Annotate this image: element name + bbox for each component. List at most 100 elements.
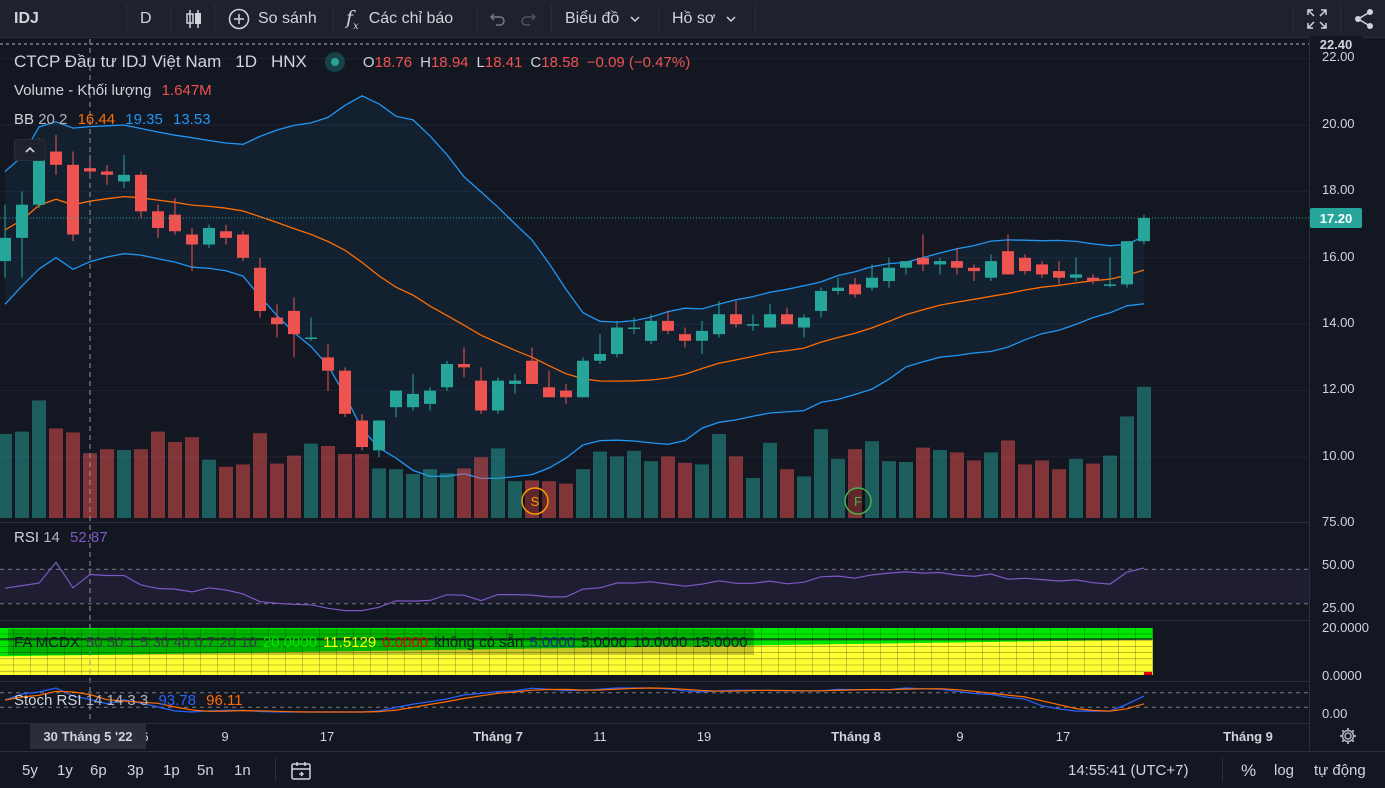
mcdx-hotmoney-bar — [319, 651, 337, 675]
mcdx-hotmoney-bar — [795, 644, 813, 675]
chart-layout-menu[interactable]: Biểu đồ — [565, 0, 641, 38]
volume-legend[interactable]: Volume - Khối lượng 1.647M — [14, 82, 212, 99]
fullscreen-button[interactable] — [1306, 0, 1328, 38]
candle-body — [968, 267, 980, 272]
time-scale[interactable]: 6 9 17 Tháng 7 11 19 Tháng 8 9 17 Tháng … — [0, 723, 1309, 751]
pane-divider[interactable] — [0, 681, 1385, 682]
mcdx-hotmoney-bar — [353, 651, 371, 675]
volume-bar — [916, 447, 930, 518]
fa-params: 50 50 1.5 30 40 0.7 20 10 — [85, 633, 257, 651]
time-axis-label: 9 — [956, 729, 964, 744]
ohlc-high-label: H — [420, 53, 431, 71]
mcdx-hotmoney-bar — [727, 645, 745, 675]
candle-body — [577, 360, 589, 398]
candle-body — [339, 370, 351, 414]
toolbar-divider — [658, 4, 659, 34]
toolbar-divider — [126, 4, 127, 34]
range-1p-button[interactable]: 1p — [163, 762, 180, 779]
pane-divider[interactable] — [0, 522, 1385, 523]
candlestick-icon — [186, 10, 201, 28]
fa-name: FA MCDX — [14, 633, 80, 651]
symbol-search-button[interactable]: IDJ — [14, 10, 39, 27]
go-to-date-button[interactable] — [290, 752, 312, 788]
main-series-legend[interactable]: CTCP Đầu tư IDJ Việt Nam 1D HNX O 18.76 … — [14, 52, 690, 72]
mcdx-hotmoney-bar — [710, 645, 728, 675]
legend-interval: 1D — [235, 52, 257, 71]
mcdx-hotmoney-bar — [1135, 639, 1153, 675]
price-change: −0.09 (−0.47%) — [586, 53, 691, 71]
pane-divider[interactable] — [0, 620, 1385, 621]
range-6p-button[interactable]: 6p — [90, 762, 107, 779]
mcdx-hotmoney-bar — [149, 653, 167, 675]
volume-bar — [729, 456, 743, 518]
mcdx-hotmoney-bar — [693, 646, 711, 675]
candle-body — [798, 317, 810, 328]
chart-style-button[interactable] — [184, 0, 204, 38]
indicators-button[interactable]: fx Các chỉ báo — [346, 0, 453, 38]
mcdx-hotmoney-bar — [1033, 641, 1051, 675]
volume-bar — [287, 455, 301, 518]
range-3p-button[interactable]: 3p — [127, 762, 144, 779]
timezone-button[interactable]: 14:55:41 (UTC+7) — [1068, 762, 1189, 779]
range-1y-button[interactable]: 1y — [57, 762, 73, 779]
chart-settings-button[interactable] — [1336, 724, 1360, 748]
time-axis-label: 11 — [593, 729, 607, 744]
stoch-name: Stoch RSI — [14, 692, 82, 709]
mcdx-hotmoney-bar — [438, 649, 456, 675]
volume-bar — [1052, 469, 1066, 518]
volume-bar — [661, 456, 675, 518]
rsi-value: 52.87 — [70, 529, 108, 546]
collapse-legend-button[interactable] — [14, 139, 46, 161]
candle-body — [169, 214, 181, 232]
volume-bar — [933, 450, 947, 518]
ohlc-close-label: C — [530, 53, 542, 71]
mcdx-hotmoney-bar — [948, 642, 966, 675]
volume-bar — [950, 452, 964, 518]
bollinger-legend[interactable]: BB 20 2 16.44 19.35 13.53 — [14, 111, 211, 128]
volume-bar — [899, 462, 913, 518]
stoch-rsi-legend[interactable]: Stoch RSI 14 14 3 3 93.78 96.11 — [14, 692, 243, 709]
interval-button[interactable]: D — [140, 10, 152, 27]
volume-bar — [219, 466, 233, 518]
share-button[interactable] — [1353, 0, 1375, 38]
profile-menu[interactable]: Hồ sơ — [672, 0, 737, 38]
volume-bar — [559, 483, 573, 518]
percent-scale-toggle[interactable]: % — [1241, 760, 1257, 780]
volume-bar — [780, 469, 794, 518]
candle-body — [594, 354, 606, 361]
mcdx-hotmoney-bar — [1118, 639, 1136, 675]
range-5y-button[interactable]: 5y — [22, 762, 38, 779]
fa-mcdx-legend[interactable]: FA MCDX 50 50 1.5 30 40 0.7 20 10 20.000… — [8, 629, 754, 655]
mcdx-hotmoney-bar — [98, 654, 116, 675]
redo-button[interactable] — [519, 0, 539, 38]
candle-body — [611, 327, 623, 355]
auto-scale-toggle[interactable]: tự động — [1314, 762, 1366, 779]
rsi-legend[interactable]: RSI 14 52.87 — [14, 529, 108, 546]
volume-bar — [1120, 416, 1134, 518]
candle-body — [679, 334, 691, 341]
volume-bar — [321, 446, 335, 518]
volume-bar — [66, 432, 80, 518]
price-scale[interactable]: 22.00 20.00 18.00 16.00 14.00 12.00 10.0… — [1309, 39, 1385, 751]
indicators-label: Các chỉ báo — [368, 10, 454, 27]
candle-body — [781, 314, 793, 325]
price-axis-label: 18.00 — [1322, 182, 1355, 197]
volume-bar — [236, 464, 250, 518]
log-scale-toggle[interactable]: log — [1274, 762, 1295, 779]
compare-button[interactable]: So sánh — [228, 0, 317, 38]
mcdx-hotmoney-bar — [829, 644, 847, 675]
bb-name: BB — [14, 111, 35, 128]
fa-value-2: 11.5129 — [323, 633, 377, 651]
range-1n-button[interactable]: 1n — [234, 762, 251, 779]
volume-bar — [797, 476, 811, 518]
volume-bar — [1018, 464, 1032, 518]
undo-button[interactable] — [487, 0, 507, 38]
range-5n-button[interactable]: 5n — [197, 762, 214, 779]
candle-body — [135, 174, 147, 212]
candle-body — [951, 261, 963, 268]
volume-bar — [457, 468, 471, 518]
volume-bar — [100, 449, 114, 518]
rsi-band-fill — [0, 569, 1309, 604]
toolbar-divider — [170, 4, 171, 34]
